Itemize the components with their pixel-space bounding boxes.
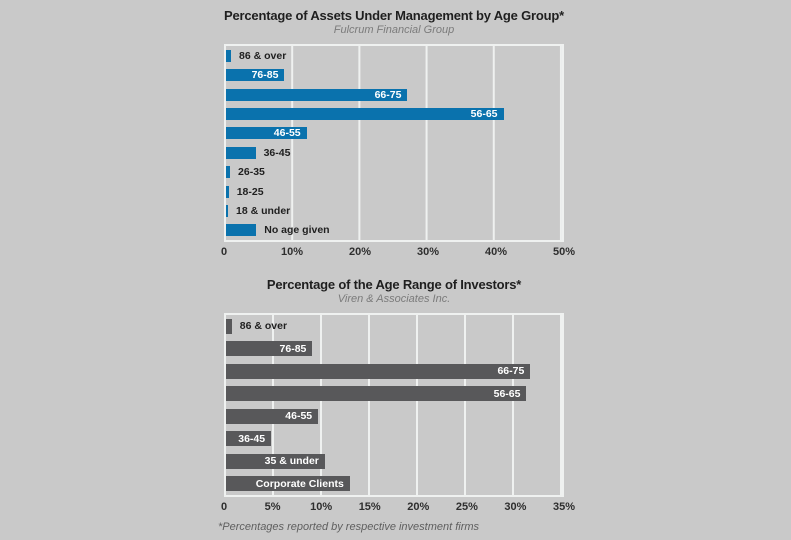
bar: 66-75 (226, 88, 408, 101)
bar-label: 18 & under (236, 204, 291, 217)
bar: 56-65 (226, 107, 504, 120)
chart-header: Percentage of the Age Range of Investors… (224, 277, 564, 306)
bar-row: 46-55 (226, 124, 562, 143)
bar-label: 86 & over (239, 320, 288, 333)
bar (226, 185, 229, 198)
plot-area: 86 & over 76-85 66-75 56-65 46-55 36-45 26-35 1… (224, 44, 564, 242)
bar-label: 46-55 (285, 410, 313, 423)
axis-tick-label: 10% (280, 246, 304, 258)
axis-tick-label: 20% (348, 246, 372, 258)
age-range-of-investors-chart: Percentage of the Age Range of Investors… (220, 277, 575, 517)
bar-row: 56-65 (226, 104, 562, 123)
chart-title: Percentage of Assets Under Management by… (224, 8, 564, 23)
bar-label: 76-85 (251, 69, 279, 82)
bar-label: 66-75 (497, 365, 525, 378)
axis-tick-label: 10% (310, 501, 333, 513)
axis-tick-label: 0 (220, 246, 228, 258)
bar-row: Corporate Clients (226, 473, 562, 496)
bar: Corporate Clients (226, 476, 350, 492)
bar-row: 36-45 (226, 143, 562, 162)
bar-label: 35 & under (264, 455, 319, 468)
axis-tick-label: 25% (455, 501, 478, 513)
bar-row: 36-45 (226, 428, 562, 451)
chart-subtitle: Viren & Associates Inc. (337, 293, 451, 305)
bar-row: 86 & over (226, 46, 562, 65)
bar-row: 86 & over (226, 315, 562, 338)
axis-tick-label: 20% (407, 501, 430, 513)
bar-label: 18-25 (236, 185, 264, 198)
bar-row: 46-55 (226, 405, 562, 428)
bar-row: 35 & under (226, 450, 562, 473)
bar-label: Corporate Clients (255, 477, 344, 490)
bar (226, 166, 231, 179)
bar-row: 26-35 (226, 162, 562, 181)
axis-tick-label: 50% (552, 246, 576, 258)
axis-tick-label: 30% (416, 246, 440, 258)
bar-row: 18 & under (226, 201, 562, 220)
x-axis: 0 10% 20% 30% 40% 50% (220, 246, 575, 262)
bar-label: 66-75 (374, 88, 402, 101)
bar-label: 56-65 (470, 107, 498, 120)
axis-tick-label: 30% (504, 501, 527, 513)
axis-tick-label: 0 (220, 501, 228, 513)
bar-label: 36-45 (238, 432, 266, 445)
chart-footnote: *Percentages reported by respective inve… (218, 521, 480, 533)
plot-area: 86 & over 76-85 66-75 56-65 46-55 36-45 35 & u… (224, 313, 564, 497)
bar (226, 49, 232, 62)
bar-label: 56-65 (493, 387, 521, 400)
bar: 56-65 (226, 386, 527, 402)
bar: 35 & under (226, 453, 325, 469)
bar: 76-85 (226, 69, 285, 82)
bar (226, 318, 232, 334)
chart-subtitle: Fulcrum Financial Group (333, 24, 455, 36)
bar-row: 18-25 (226, 182, 562, 201)
bar-label: 36-45 (263, 146, 291, 159)
chart-title: Percentage of the Age Range of Investors… (266, 277, 522, 292)
bar-row: 66-75 (226, 360, 562, 383)
x-axis: 0 5% 10% 15% 20% 25% 30% 35% (220, 501, 575, 517)
axis-tick-label: 40% (484, 246, 508, 258)
bar: 36-45 (226, 431, 272, 447)
bar: 46-55 (226, 408, 319, 424)
axis-tick-label: 5% (264, 501, 281, 513)
bar: 66-75 (226, 363, 531, 379)
bar-row: 66-75 (226, 85, 562, 104)
bar (226, 224, 257, 237)
bar-row: 56-65 (226, 383, 562, 406)
bar-row: 76-85 (226, 65, 562, 84)
chart-header: Percentage of Assets Under Management by… (224, 8, 564, 37)
bar-row: No age given (226, 221, 562, 240)
bar (226, 146, 256, 159)
bar: 46-55 (226, 127, 307, 140)
axis-tick-label: 15% (358, 501, 381, 513)
bar-row: 76-85 (226, 338, 562, 361)
bar-label: No age given (264, 224, 330, 237)
bar-label: 26-35 (238, 166, 265, 179)
bar-label: 46-55 (273, 127, 301, 140)
bar: 76-85 (226, 341, 313, 357)
bar-label: 86 & over (239, 49, 287, 62)
bar-label: 76-85 (279, 342, 307, 355)
assets-under-management-chart: Percentage of Assets Under Management by… (220, 8, 575, 262)
bar (226, 204, 228, 217)
axis-tick-label: 35% (552, 501, 576, 513)
